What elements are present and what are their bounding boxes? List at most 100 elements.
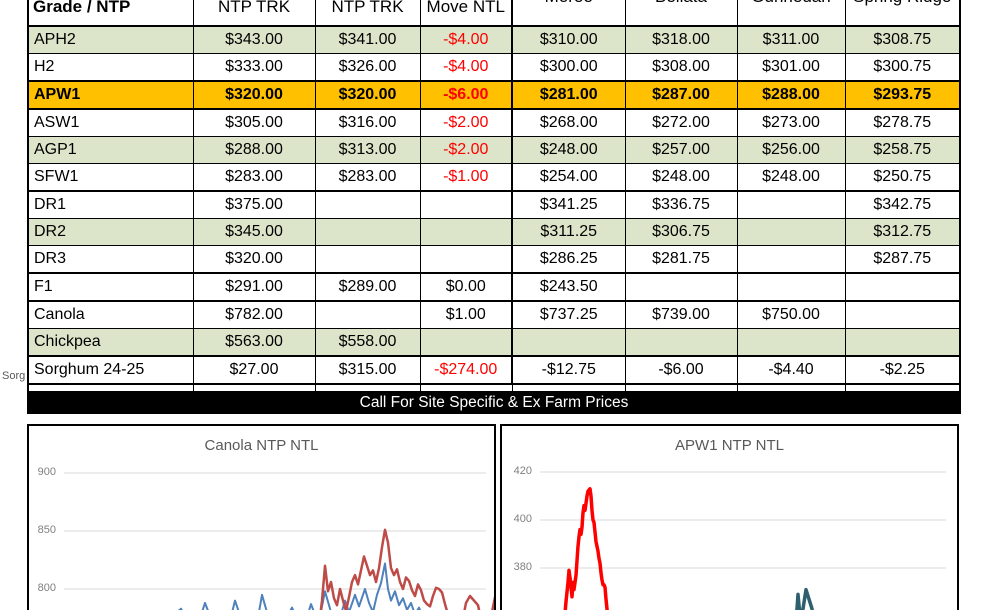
price-cell[interactable]: $288.00: [736, 80, 846, 110]
grade-cell[interactable]: DR1: [27, 190, 194, 219]
price-cell[interactable]: [314, 218, 421, 246]
price-cell[interactable]: -$1.00: [419, 163, 513, 192]
price-cell[interactable]: $257.00: [624, 136, 738, 164]
price-cell[interactable]: $283.00: [192, 163, 316, 192]
price-cell[interactable]: $287.75: [844, 245, 961, 274]
price-cell[interactable]: $305.00: [192, 108, 316, 137]
price-cell[interactable]: $558.00: [314, 328, 421, 357]
price-cell[interactable]: $320.00: [314, 80, 421, 110]
price-cell[interactable]: -$2.00: [419, 136, 513, 164]
price-cell[interactable]: $300.75: [844, 53, 961, 82]
price-cell[interactable]: $287.00: [624, 80, 738, 110]
grade-cell[interactable]: APH2: [27, 25, 194, 54]
price-cell[interactable]: -$4.00: [419, 25, 513, 54]
price-cell[interactable]: $281.00: [511, 80, 626, 110]
price-cell[interactable]: [736, 245, 846, 274]
price-cell[interactable]: $248.00: [736, 163, 846, 192]
price-cell[interactable]: $300.00: [511, 53, 626, 82]
price-cell[interactable]: $289.00: [314, 272, 421, 302]
price-cell[interactable]: $308.00: [624, 53, 738, 82]
price-cell[interactable]: $375.00: [192, 190, 316, 219]
price-cell[interactable]: $311.00: [736, 25, 846, 54]
col-header-ntp-trk[interactable]: BrisbaneNTP TRK: [314, 0, 421, 27]
price-cell[interactable]: $293.75: [844, 80, 961, 110]
price-cell[interactable]: $782.00: [192, 300, 316, 329]
grade-cell[interactable]: Sorghum 24-25: [27, 355, 194, 385]
price-cell[interactable]: $315.00: [314, 355, 421, 385]
price-cell[interactable]: [419, 190, 513, 219]
price-cell[interactable]: -$2.00: [419, 108, 513, 137]
price-cell[interactable]: $254.00: [511, 163, 626, 192]
price-cell[interactable]: [736, 272, 846, 302]
price-cell[interactable]: $316.00: [314, 108, 421, 137]
price-cell[interactable]: [844, 328, 961, 357]
price-cell[interactable]: $283.00: [314, 163, 421, 192]
price-cell[interactable]: -$6.00: [419, 80, 513, 110]
price-cell[interactable]: $312.75: [844, 218, 961, 246]
price-cell[interactable]: $0.00: [419, 272, 513, 302]
price-cell[interactable]: $320.00: [192, 245, 316, 274]
grade-cell[interactable]: ASW1: [27, 108, 194, 137]
price-cell[interactable]: $311.25: [511, 218, 626, 246]
price-cell[interactable]: $341.00: [314, 25, 421, 54]
grade-cell[interactable]: Canola: [27, 300, 194, 329]
price-cell[interactable]: $27.00: [192, 355, 316, 385]
price-cell[interactable]: $333.00: [192, 53, 316, 82]
price-cell[interactable]: $318.00: [624, 25, 738, 54]
price-cell[interactable]: [844, 300, 961, 329]
price-cell[interactable]: $306.75: [624, 218, 738, 246]
col-header-gunnedah[interactable]: Gunnedah: [736, 0, 846, 27]
grade-cell[interactable]: F1: [27, 272, 194, 302]
price-cell[interactable]: $288.00: [192, 136, 316, 164]
price-cell[interactable]: $326.00: [314, 53, 421, 82]
price-cell[interactable]: $750.00: [736, 300, 846, 329]
price-cell[interactable]: $563.00: [192, 328, 316, 357]
price-cell[interactable]: $343.00: [192, 25, 316, 54]
price-cell[interactable]: [844, 272, 961, 302]
col-header-bellata[interactable]: Bellata: [624, 0, 738, 27]
price-cell[interactable]: $310.00: [511, 25, 626, 54]
price-cell[interactable]: $248.00: [624, 163, 738, 192]
price-cell[interactable]: -$274.00: [419, 355, 513, 385]
price-cell[interactable]: $272.00: [624, 108, 738, 137]
price-cell[interactable]: [314, 245, 421, 274]
price-cell[interactable]: [419, 245, 513, 274]
grade-cell[interactable]: DR3: [27, 245, 194, 274]
price-cell[interactable]: $281.75: [624, 245, 738, 274]
grade-cell[interactable]: Chickpea: [27, 328, 194, 357]
price-cell[interactable]: $250.75: [844, 163, 961, 192]
price-cell[interactable]: $313.00: [314, 136, 421, 164]
price-cell[interactable]: -$4.00: [419, 53, 513, 82]
col-header-spring-ridge[interactable]: Spring Ridge: [844, 0, 961, 27]
grade-cell[interactable]: AGP1: [27, 136, 194, 164]
price-cell[interactable]: $320.00: [192, 80, 316, 110]
price-cell[interactable]: [314, 190, 421, 219]
price-cell[interactable]: -$12.75: [511, 355, 626, 385]
price-cell[interactable]: [736, 190, 846, 219]
price-cell[interactable]: -$4.40: [736, 355, 846, 385]
price-cell[interactable]: $278.75: [844, 108, 961, 137]
price-cell[interactable]: $308.75: [844, 25, 961, 54]
price-cell[interactable]: [736, 328, 846, 357]
col-header-grade-ntp[interactable]: Commodity /Grade / NTP: [27, 0, 194, 27]
price-cell[interactable]: $737.25: [511, 300, 626, 329]
price-cell[interactable]: $286.25: [511, 245, 626, 274]
price-cell[interactable]: $342.75: [844, 190, 961, 219]
grade-cell[interactable]: H2: [27, 53, 194, 82]
col-header-moree[interactable]: Moree: [511, 0, 626, 27]
price-cell[interactable]: [624, 272, 738, 302]
price-cell[interactable]: [419, 328, 513, 357]
price-cell[interactable]: $243.50: [511, 272, 626, 302]
price-cell[interactable]: $739.00: [624, 300, 738, 329]
grade-cell[interactable]: APW1: [27, 80, 194, 110]
grade-cell[interactable]: SFW1: [27, 163, 194, 192]
grade-cell[interactable]: DR2: [27, 218, 194, 246]
col-header-move-ntl[interactable]: DailyMove NTL: [419, 0, 513, 27]
price-cell[interactable]: $291.00: [192, 272, 316, 302]
price-cell[interactable]: $268.00: [511, 108, 626, 137]
price-cell[interactable]: $273.00: [736, 108, 846, 137]
price-cell[interactable]: [419, 218, 513, 246]
price-cell[interactable]: $336.75: [624, 190, 738, 219]
price-cell[interactable]: $248.00: [511, 136, 626, 164]
price-cell[interactable]: $258.75: [844, 136, 961, 164]
